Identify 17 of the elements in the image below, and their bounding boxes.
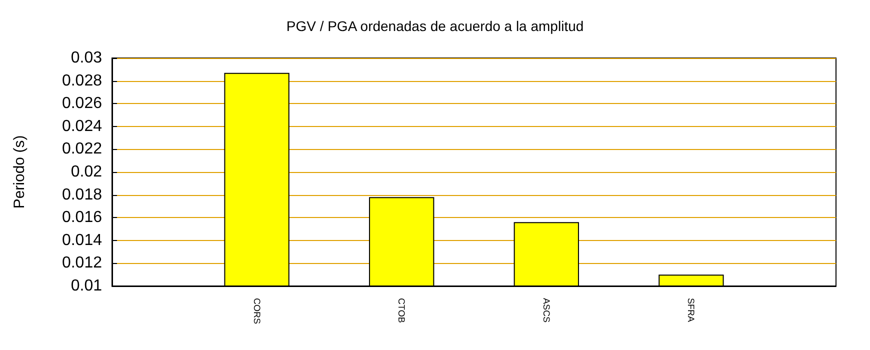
x-tick-label: ASCS xyxy=(541,298,552,323)
x-tick-label: SFRA xyxy=(686,298,696,322)
y-tick-label: 0.02 xyxy=(70,164,102,180)
y-tick-label: 0.028 xyxy=(62,72,102,90)
x-tick-label: CTOB xyxy=(396,298,407,323)
y-tick-label: 0.016 xyxy=(62,209,102,226)
y-tick-label: 0.03 xyxy=(70,50,102,66)
chart-title: PGV / PGA ordenadas de acuerdo a la amplitud xyxy=(286,18,584,34)
y-tick-label: 0.018 xyxy=(62,186,102,204)
y-tick-label: 0.014 xyxy=(62,232,102,249)
y-tick-label: 0.022 xyxy=(62,140,102,158)
y-tick-label: 0.024 xyxy=(62,118,102,135)
y-tick-label: 0.026 xyxy=(62,95,102,112)
y-tick-label: 0.01 xyxy=(70,278,102,294)
x-tick-label: CORS xyxy=(252,298,262,324)
y-axis-title: Periodo (s) xyxy=(11,135,28,209)
y-tick-label: 0.012 xyxy=(62,254,102,272)
